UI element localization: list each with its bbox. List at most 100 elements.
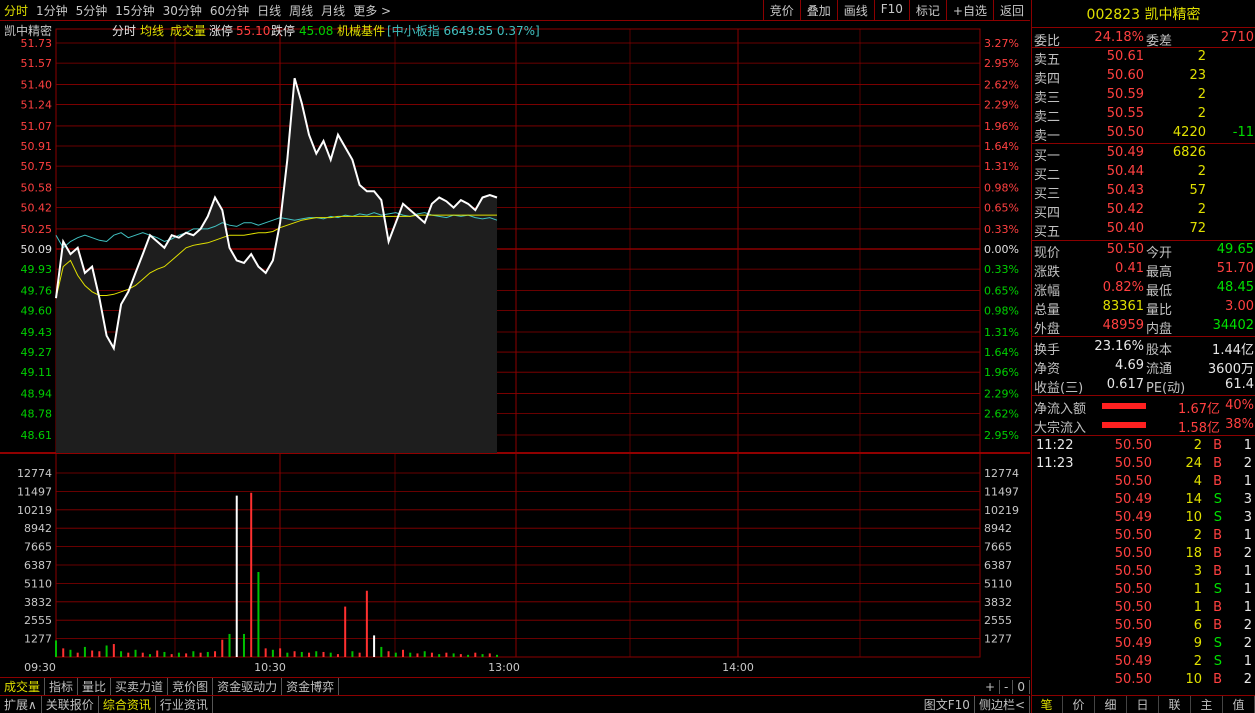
indicator-tab[interactable]: 量比 bbox=[78, 678, 112, 695]
tool-button[interactable]: 竞价 bbox=[762, 0, 800, 21]
bid-row: 买四 50.42 2 bbox=[1032, 201, 1255, 221]
period-tab[interactable]: 30分钟 bbox=[162, 3, 202, 18]
pct-tick: 1.96% bbox=[984, 366, 1019, 379]
cell: 14 bbox=[1185, 492, 1202, 507]
intraday-chart[interactable]: 51.73 3.27% 51.57 2.95% 51.40 2.62% 51.24 2.29%… bbox=[0, 21, 1030, 677]
price-tick: 50.25 bbox=[21, 223, 53, 236]
cell: B bbox=[1213, 546, 1222, 561]
vol-tick-right: 10219 bbox=[984, 504, 1019, 517]
cell: 0.617 bbox=[1106, 377, 1144, 392]
sep bbox=[1032, 395, 1255, 396]
indicator-tab[interactable]: 成交量 bbox=[0, 678, 46, 695]
period-tab[interactable]: 分时 bbox=[4, 3, 29, 18]
detail-tab[interactable]: 联 bbox=[1159, 696, 1191, 713]
period-tab[interactable]: 60分钟 bbox=[209, 3, 250, 18]
stock-title[interactable]: 002823 凯中精密 bbox=[1032, 0, 1255, 28]
sep bbox=[1032, 47, 1255, 48]
side-button[interactable]: 侧边栏< bbox=[975, 696, 1030, 713]
cell: 50.50 bbox=[1114, 672, 1152, 687]
info-tab[interactable]: 扩展∧ bbox=[0, 696, 42, 713]
cell: 内盘 bbox=[1146, 322, 1173, 337]
tool-button[interactable]: +自选 bbox=[945, 0, 993, 21]
legend-item: [中小板指 6649.85 0.37%] bbox=[387, 23, 540, 38]
pct-tick: 2.29% bbox=[984, 99, 1019, 112]
cell: 50.50 bbox=[1114, 456, 1152, 471]
legend-item: 跌停 bbox=[271, 23, 295, 38]
vol-tick: 12774 bbox=[17, 467, 52, 480]
info-tab[interactable]: 行业资讯 bbox=[156, 696, 213, 713]
ask-row: 卖四 50.60 23 bbox=[1032, 67, 1255, 87]
legend-item: 涨停 bbox=[209, 23, 233, 38]
period-tab[interactable]: 周线 bbox=[289, 3, 314, 18]
indicator-tab[interactable]: 资金驱动力 bbox=[213, 678, 283, 695]
cell: 11:22 bbox=[1036, 438, 1074, 453]
pct-tick: 3.27% bbox=[984, 37, 1019, 50]
indicator-tab[interactable]: 竞价图 bbox=[168, 678, 214, 695]
vol-tick-right: 11497 bbox=[984, 485, 1019, 498]
bid-row: 买二 50.44 2 bbox=[1032, 163, 1255, 183]
pct-tick: 0.00% bbox=[984, 243, 1019, 256]
indicator-tabs: 成交量 指标 量比 买卖力道 竞价图 资金驱动力 资金博弈 + -0 bbox=[0, 677, 1030, 695]
cell: 1.58亿 bbox=[1178, 421, 1220, 436]
cell: 换手 bbox=[1034, 343, 1061, 358]
detail-tabs: 笔价细日联主值 bbox=[1031, 695, 1255, 713]
vol-tick-right: 8942 bbox=[984, 522, 1012, 535]
info-tab[interactable]: 综合资讯 bbox=[99, 696, 156, 713]
tick-row: 11:22 50.50 2 B 1 bbox=[1032, 437, 1255, 456]
vol-tick: 6387 bbox=[24, 559, 52, 572]
period-tab[interactable]: 1分钟 bbox=[36, 3, 68, 18]
cell: 50.49 bbox=[1106, 145, 1144, 160]
info-tab[interactable]: 关联报价 bbox=[42, 696, 99, 713]
detail-tab[interactable]: 主 bbox=[1191, 696, 1223, 713]
tool-button[interactable]: 叠加 bbox=[799, 0, 837, 21]
legend-item: 分时 bbox=[112, 24, 136, 38]
cell: 1 bbox=[1243, 528, 1252, 543]
cell: S bbox=[1213, 492, 1222, 507]
cell: 2 bbox=[1197, 106, 1206, 121]
indicator-tab[interactable]: 买卖力道 bbox=[111, 678, 169, 695]
tool-button[interactable]: F10 bbox=[873, 0, 909, 21]
price-tick: 51.07 bbox=[21, 120, 53, 133]
pct-tick: 1.31% bbox=[984, 160, 1019, 173]
price-tick: 49.43 bbox=[21, 326, 53, 339]
time-tick: 09:30 bbox=[24, 661, 56, 674]
period-tab[interactable]: 更多 > bbox=[353, 3, 392, 18]
tick-row: 50.50 10 B 2 bbox=[1032, 671, 1255, 690]
period-tab[interactable]: 日线 bbox=[257, 3, 282, 18]
pct-tick: 0.33% bbox=[984, 263, 1019, 276]
detail-tab[interactable]: 日 bbox=[1127, 696, 1159, 713]
period-tab[interactable]: 15分钟 bbox=[115, 3, 155, 18]
legend-item: 45.08 bbox=[299, 24, 333, 38]
stat-row: 涨幅 0.82% 最低 48.45 bbox=[1032, 279, 1255, 299]
cell: 0.82% bbox=[1102, 280, 1144, 295]
vol-tick: 11497 bbox=[17, 485, 52, 498]
tool-button[interactable]: 标记 bbox=[908, 0, 946, 21]
cell: 今开 bbox=[1146, 246, 1173, 261]
tool-button[interactable]: 返回 bbox=[992, 0, 1030, 21]
indicator-tab[interactable]: 资金博弈 bbox=[282, 678, 340, 695]
zoom-button[interactable]: + bbox=[981, 679, 1001, 694]
side-button[interactable]: 图文F10 bbox=[920, 696, 975, 713]
cell: 83361 bbox=[1102, 299, 1144, 314]
tool-button[interactable]: 画线 bbox=[836, 0, 874, 21]
cell: 1 bbox=[1243, 582, 1252, 597]
cell: 涨跌 bbox=[1034, 265, 1061, 280]
cell: 卖三 bbox=[1034, 91, 1061, 106]
pct-tick: 1.31% bbox=[984, 326, 1019, 339]
period-tab[interactable]: 月线 bbox=[321, 3, 346, 18]
period-tab[interactable]: 5分钟 bbox=[75, 3, 108, 18]
price-tick: 51.40 bbox=[21, 78, 53, 91]
detail-tab[interactable]: 笔 bbox=[1031, 696, 1063, 713]
cell: B bbox=[1213, 438, 1222, 453]
detail-tab[interactable]: 值 bbox=[1223, 696, 1255, 713]
zoom-controls: + -0 bbox=[981, 679, 1030, 694]
detail-tab[interactable]: 细 bbox=[1095, 696, 1127, 713]
zoom-button[interactable]: 0 bbox=[1013, 679, 1030, 694]
cell: 50.50 bbox=[1114, 474, 1152, 489]
cell: -11 bbox=[1232, 125, 1254, 140]
detail-tab[interactable]: 价 bbox=[1063, 696, 1095, 713]
cell: 50.50 bbox=[1106, 125, 1144, 140]
zoom-button[interactable]: - bbox=[1000, 679, 1014, 694]
indicator-tab[interactable]: 指标 bbox=[45, 678, 79, 695]
cell: 3 bbox=[1193, 564, 1202, 579]
